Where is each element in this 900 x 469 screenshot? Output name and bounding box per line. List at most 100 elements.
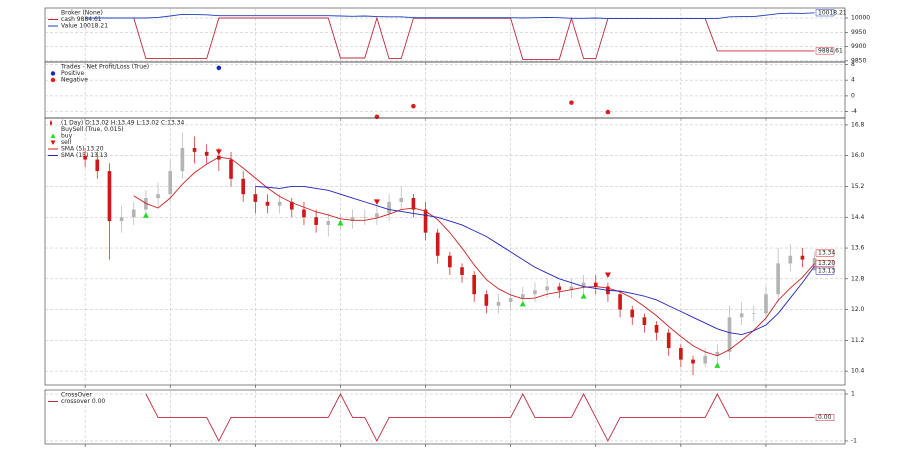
series-line [145,393,815,442]
panel-frame [44,389,846,445]
candle-body [654,324,659,333]
candle-body [265,201,270,206]
candle-body [739,313,744,318]
signal-marker [604,272,611,278]
y-tick-label: 16.8 [851,121,865,128]
candle-body [593,282,598,287]
signal-marker [580,293,587,299]
candle-body [326,221,331,225]
candle-body [168,171,173,195]
candle-body [302,209,306,218]
signal-marker [373,199,380,205]
candle-body [642,317,647,325]
y-tick-label: 9950 [851,29,866,36]
signal-marker [142,212,149,218]
candle-body [788,255,793,264]
candle-body [350,217,355,222]
y-tick-label: 16.0 [851,152,865,159]
legend-swatch [50,77,56,83]
legend-text: Negative [61,77,88,84]
legend-swatch [50,71,56,76]
candle-body [691,359,695,364]
trade-point [216,65,222,71]
y-tick-label: 1 [851,390,855,397]
y-tick-label: -1 [851,437,857,444]
candle-body [95,159,100,172]
candle-body [776,263,780,295]
series-line [85,12,815,20]
candle-body [581,282,586,287]
value-tag: 10018.21 [818,9,847,16]
candle-body [460,267,464,275]
legend-text: sell [61,139,71,146]
candle-body [703,355,708,364]
value-tag: 13.13 [818,268,835,275]
candle-body [666,332,671,349]
candle-body [314,217,318,225]
candle-body [557,286,562,291]
candle-body [204,151,209,156]
panel-frame [44,61,846,119]
legend-text: cash 9884.61 [61,16,102,23]
trade-point [374,114,380,120]
value-tag: 0.00 [818,414,832,421]
y-tick-label: 13.6 [851,245,865,252]
trade-point [411,103,416,109]
series-line [133,156,815,357]
candle-body [751,313,756,315]
candle-body [630,309,635,318]
candle-body [472,274,477,295]
candle-body [715,351,720,356]
legend-text: (1 Day) O:13.02 H:13.49 L:13.02 C:13.34 [61,120,185,127]
value-tag-box [815,249,835,257]
trade-point [605,109,611,115]
candle-body [107,171,112,222]
legend-text: BuySell (True, 0.015) [61,126,124,133]
candle-body [435,232,440,256]
candle-body [83,155,87,160]
legend-text: Value 10018.21 [61,23,108,30]
candle-body [764,294,768,314]
legend-text: crossover 0.00 [61,398,105,405]
candle-body [569,286,574,291]
signal-marker [714,362,721,368]
candle-body [508,298,513,302]
trade-point [569,100,574,105]
legend-text: Broker (None) [61,10,103,17]
y-tick-label: 10000 [851,15,870,22]
value-tag: 13.20 [818,260,835,267]
legend-text: buy [61,133,73,140]
candle-body [545,286,549,291]
y-tick-label: 11.2 [851,337,865,344]
candle-body [411,198,416,210]
value-tag: 13.34 [818,250,835,257]
candle-body [679,348,683,360]
y-tick-label: 0 [851,92,855,99]
y-tick-label: 9900 [851,43,866,50]
candle-body [156,194,160,199]
series-line [255,186,815,336]
legend-text: Trades - Net Profit/Loss (True) [60,64,149,71]
candle-body [253,194,258,202]
series-line [85,16,815,60]
legend-swatch [50,121,52,125]
candle-body [448,255,452,268]
y-tick-label: 14.4 [851,214,865,221]
candle-body [496,301,501,306]
candle-body [192,148,197,152]
candle-body [484,294,489,306]
value-tag-box [815,414,835,421]
y-tick-label: -4 [851,108,857,115]
y-tick-label: 4 [851,77,855,84]
value-tag-box [815,259,835,267]
panel-frame [44,7,846,63]
legend-text: Positive [61,70,84,77]
signal-marker [519,300,526,307]
candle-body [229,159,233,179]
value-tag-box [815,9,835,17]
legend-swatch [50,133,56,138]
panel-frame [44,117,846,386]
candle-body [533,290,537,295]
candle-body [618,294,622,310]
